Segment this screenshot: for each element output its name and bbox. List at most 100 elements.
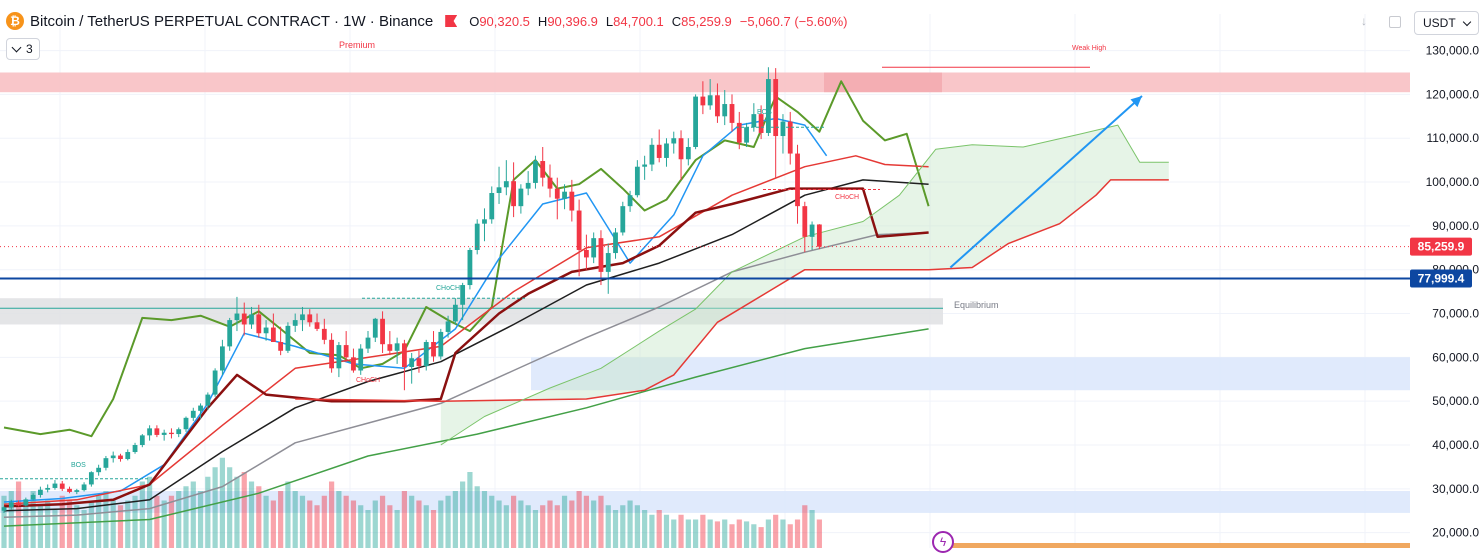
flag-icon[interactable] — [445, 15, 458, 27]
candle — [125, 452, 131, 460]
candle — [438, 331, 444, 357]
volume-bar — [765, 519, 771, 548]
ohlc-change: −5,060.7 (−5.60%) — [739, 13, 848, 29]
volume-bar — [117, 505, 124, 548]
volume-bar — [307, 500, 313, 548]
price-tick-label: 120,000.0 — [1426, 87, 1480, 101]
price-tick-label: 50,000.0 — [1432, 394, 1479, 408]
candle — [634, 166, 640, 196]
volume-bar — [751, 524, 757, 548]
candle — [605, 253, 611, 272]
volume-bar — [642, 510, 648, 548]
volume-bar — [37, 505, 43, 548]
candle — [787, 121, 793, 154]
candle — [190, 410, 196, 418]
candle — [736, 122, 742, 143]
candle — [45, 487, 51, 490]
indicator-line — [3, 231, 929, 519]
candle — [358, 348, 364, 371]
volume-bar — [329, 481, 335, 548]
volume-bar — [511, 495, 517, 548]
candle — [1, 507, 7, 511]
volume-bar — [387, 505, 393, 548]
volume-bar — [234, 476, 240, 548]
volume-bar — [627, 500, 633, 548]
volume-bar — [66, 500, 73, 548]
candle — [205, 394, 211, 406]
candle — [351, 357, 356, 371]
candle — [729, 104, 735, 123]
download-icon[interactable]: ↓ — [1361, 14, 1367, 28]
volume-bar — [197, 491, 204, 548]
volume-bar — [168, 495, 175, 548]
volume-bar — [1, 495, 7, 548]
candle — [685, 146, 691, 160]
indicator-count: 3 — [26, 42, 33, 56]
zone-discount — [531, 357, 1410, 391]
indicator-line — [3, 187, 929, 508]
volume-bar — [270, 500, 276, 548]
volume-bar — [15, 481, 22, 548]
volume-bar — [292, 491, 298, 548]
volume-bar — [794, 519, 801, 548]
volume-bar — [569, 500, 575, 548]
ichimoku-cloud — [440, 125, 1169, 446]
volume-bar — [132, 495, 138, 548]
candle — [365, 337, 371, 349]
volume-bar — [525, 505, 531, 548]
candle — [627, 195, 633, 207]
volume-bar — [663, 514, 670, 548]
candle — [132, 445, 138, 453]
zone-premium — [0, 72, 1410, 93]
volume-bar — [212, 467, 218, 548]
candle — [431, 342, 436, 357]
indicator-line — [3, 155, 929, 505]
candle — [402, 343, 407, 367]
indicator-line — [3, 179, 929, 512]
candle — [314, 322, 320, 329]
candle — [147, 428, 152, 436]
price-tick-label: 20,000.0 — [1432, 526, 1479, 540]
candle — [576, 210, 582, 250]
volume-bar — [379, 495, 386, 548]
symbol-title[interactable]: Bitcoin / TetherUS PERPETUAL CONTRACT · … — [30, 12, 434, 30]
candle — [562, 191, 567, 199]
candle — [518, 188, 524, 207]
indicators-toggle[interactable]: 3 — [6, 38, 40, 60]
candle — [139, 435, 145, 446]
candle — [81, 484, 87, 491]
candle — [307, 314, 313, 323]
candle — [16, 502, 21, 506]
annotation-label: BOS — [71, 462, 86, 469]
candle — [416, 358, 422, 367]
candle — [329, 339, 334, 369]
volume-bar — [605, 505, 611, 548]
candle — [198, 405, 203, 411]
lightning-icon[interactable]: ϟ — [932, 531, 954, 553]
volume-bar — [445, 495, 451, 548]
candle — [496, 187, 502, 194]
candle — [554, 188, 560, 199]
annotation-label: Weak High — [1072, 45, 1106, 52]
ohlc-high: H90,396.9 — [537, 13, 598, 29]
price-tick-label: 40,000.0 — [1432, 438, 1479, 452]
volume-bar — [409, 495, 415, 548]
candle — [285, 325, 291, 351]
volume-bar — [583, 495, 589, 548]
candle — [620, 206, 626, 233]
candle — [263, 327, 269, 334]
volume-bar — [401, 491, 407, 548]
candle — [183, 417, 189, 430]
volume-bar — [802, 505, 808, 548]
volume-bar — [30, 491, 36, 548]
annotation-label: CHoCH — [356, 377, 380, 384]
candle — [227, 320, 233, 347]
volume-bars — [1, 457, 822, 548]
ohlc-low: L84,700.1 — [605, 13, 664, 29]
currency-select[interactable]: USDT — [1414, 11, 1479, 35]
candle — [511, 181, 516, 207]
volume-bar — [190, 481, 196, 548]
maximize-icon[interactable] — [1389, 16, 1401, 28]
candle — [110, 455, 116, 459]
